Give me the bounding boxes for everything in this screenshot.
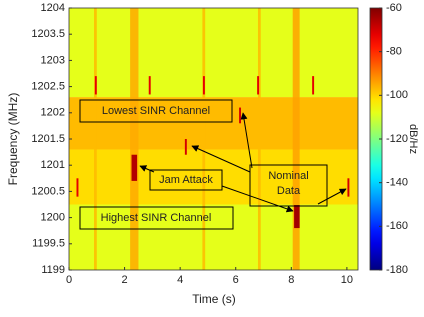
band [69, 8, 358, 97]
x-tick-label: 0 [66, 274, 72, 286]
y-tick-label: 1203 [41, 54, 65, 66]
x-tick-label: 8 [288, 274, 294, 286]
x-tick-label: 10 [341, 274, 353, 286]
annotation: Highest SINR Channel [101, 212, 212, 224]
stripe [94, 8, 97, 270]
y-tick-label: 1202 [41, 107, 65, 119]
burst [239, 108, 241, 124]
burst [257, 76, 259, 94]
stripe [130, 8, 138, 270]
burst [203, 76, 205, 94]
y-tick-label: 1201.5 [31, 133, 65, 145]
colorbar-tick-label: -160 [386, 220, 408, 232]
chart: Time (s) Frequency (MHz) dB/Hz 0 2 4 6 8 10 11… [0, 0, 424, 312]
y-tick-label: 1204 [41, 2, 65, 14]
burst [132, 155, 138, 181]
x-tick-label: 6 [233, 274, 239, 286]
burst [95, 76, 97, 94]
annotation: Lowest SINR Channel [102, 105, 210, 117]
y-tick-label: 1201 [41, 159, 65, 171]
annotation: Jam Attack [159, 174, 213, 186]
y-tick-label: 1202.5 [31, 81, 65, 93]
stripe [202, 8, 205, 270]
burst [347, 178, 349, 196]
colorbar-tick-label: -180 [386, 264, 408, 276]
y-tick-label: 1200 [41, 212, 65, 224]
colorbar-tick-label: -100 [386, 89, 408, 101]
colorbar-tick-label: -140 [386, 177, 408, 189]
burst [77, 178, 79, 196]
plot-area [69, 8, 358, 270]
colorbar-label: dB/Hz [407, 124, 419, 154]
colorbar-tick-label: -120 [386, 133, 408, 145]
y-axis-label: Frequency (MHz) [6, 93, 20, 186]
stripe [258, 8, 261, 270]
x-axis-label: Time (s) [192, 292, 236, 306]
y-tick-label: 1199 [41, 264, 65, 276]
colorbar-tick-label: -60 [386, 2, 402, 14]
burst [312, 76, 314, 94]
x-tick-label: 4 [177, 274, 183, 286]
colorbar-tick-label: -80 [386, 46, 402, 58]
burst [149, 76, 151, 94]
burst [185, 139, 187, 155]
y-tick-label: 1199.5 [32, 238, 65, 250]
y-tick-label: 1203.5 [31, 28, 65, 40]
annotation: Nominal Data [261, 169, 317, 199]
stripe [293, 8, 300, 270]
x-tick-label: 2 [122, 274, 128, 286]
y-tick-label: 1200.5 [31, 185, 65, 197]
burst [294, 205, 300, 228]
